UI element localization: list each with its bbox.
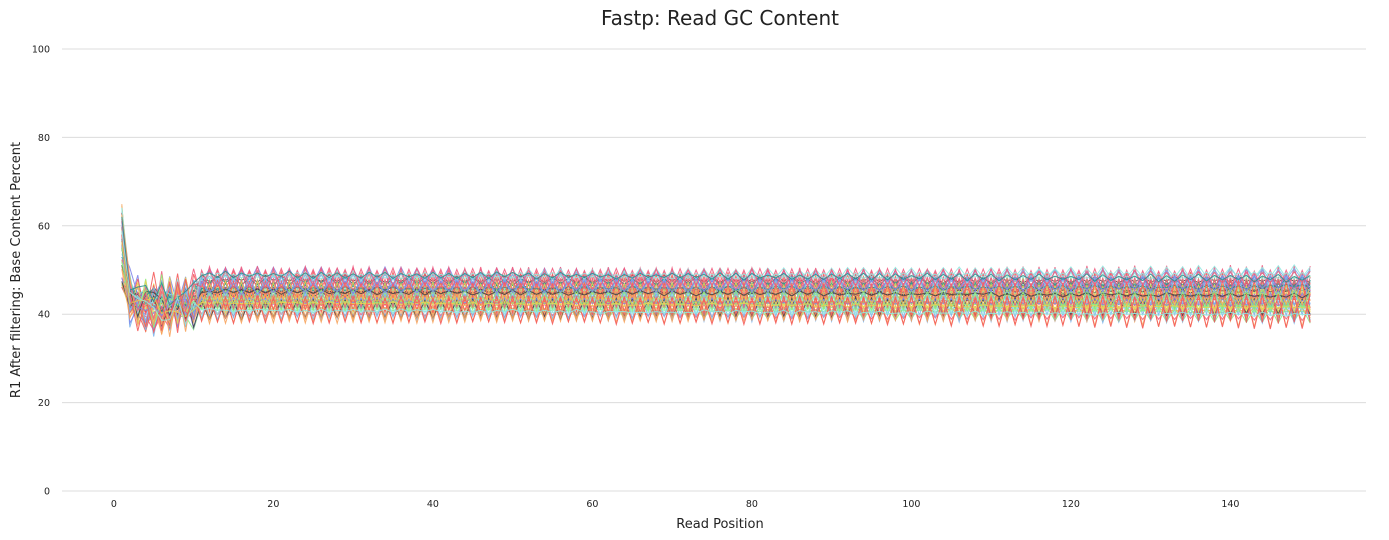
y-axis-label: R1 After filtering: Base Content Percent: [9, 142, 24, 398]
gridlines: [62, 48, 1366, 492]
x-axis-label: Read Position: [676, 517, 763, 532]
x-tick-label: 60: [586, 499, 598, 510]
series-line: [121, 241, 1311, 318]
x-tick-label: 100: [902, 499, 920, 510]
y-tick-label: 100: [32, 45, 50, 56]
x-tick-label: 0: [111, 499, 117, 510]
series-line: [121, 220, 1311, 322]
y-axis-ticks: 0 20 40 60 80 100: [32, 45, 50, 498]
series-line: [121, 248, 1311, 320]
chart-title: Fastp: Read GC Content: [601, 6, 839, 30]
x-tick-label: 140: [1221, 499, 1239, 510]
series-lines: [121, 204, 1311, 337]
series-line: [121, 231, 1311, 326]
series-line: [121, 269, 1311, 325]
series-line: [121, 243, 1311, 325]
y-tick-label: 40: [38, 310, 50, 321]
x-tick-label: 20: [267, 499, 279, 510]
y-tick-label: 80: [38, 133, 50, 144]
x-tick-label: 40: [427, 499, 439, 510]
x-tick-label: 120: [1062, 499, 1080, 510]
x-axis-ticks: 0 20 40 60 80 100 120 140: [111, 499, 1240, 510]
series-line: [121, 217, 1311, 306]
y-tick-label: 60: [38, 221, 50, 232]
y-tick-label: 0: [44, 487, 50, 498]
series-line: [121, 234, 1311, 333]
x-tick-label: 80: [746, 499, 758, 510]
y-tick-label: 20: [38, 398, 50, 409]
series-line: [121, 247, 1311, 328]
